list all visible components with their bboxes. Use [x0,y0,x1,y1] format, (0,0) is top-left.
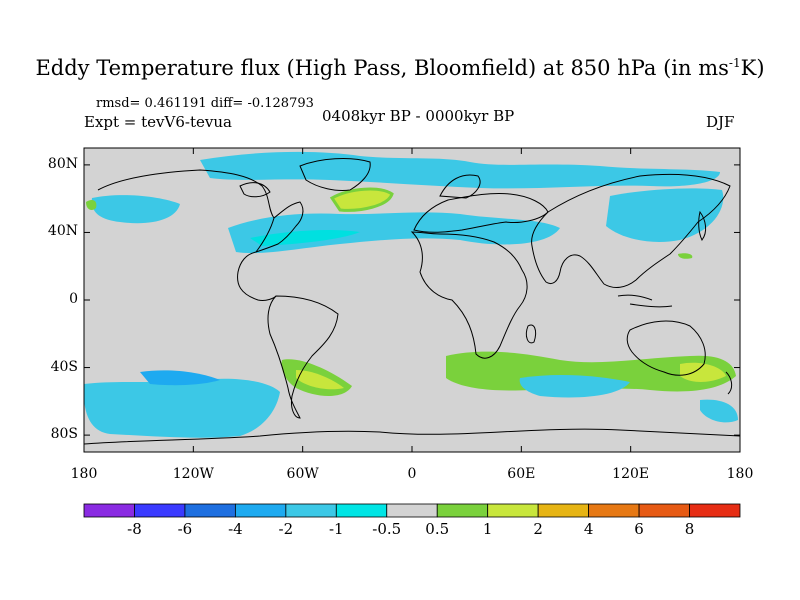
anomaly-region-south-pacific [84,378,280,438]
anomaly-region-china-sea [678,253,693,259]
colorbar-label: 6 [634,520,644,538]
y-tick-label: 0 [69,291,78,307]
colorbar-label: 1 [482,520,493,538]
coastline-japan [698,210,707,241]
coastline-madagascar [525,324,537,344]
coastline-greenland [299,158,371,191]
colorbar-swatch [638,503,690,518]
colorbar-swatch [588,503,640,518]
colorbar-label: 2 [533,520,543,538]
colorbar-label: -4 [228,520,243,538]
colorbar-label: -6 [177,520,193,538]
colorbar-swatch [436,503,489,518]
coastline-hudson [239,182,271,198]
colorbar-swatch [335,503,388,518]
anomaly-region-north-atlantic [228,212,560,254]
coastline-north-america [97,169,277,301]
y-tick-label: 80S [50,426,78,443]
x-tick-label: 60E [507,466,536,482]
coastlines [84,158,740,445]
colorbar-label: -2 [278,520,294,538]
colorbar-swatch [134,503,186,518]
y-tick-label: 80N [47,155,78,172]
colorbar-swatch [386,503,438,518]
colorbar-label: -1 [328,520,344,538]
colorbar-swatch [689,503,741,518]
coastline-scandinavia [439,174,481,199]
x-tick-label: 180 [70,466,98,482]
anomaly-region-southern-ocean [446,351,736,392]
anomaly-region-north-atlantic-core [250,230,360,246]
x-tick-label: 60W [286,466,319,482]
colorbar-swatch [234,503,287,518]
anomaly-region-west-pacific [91,195,180,224]
coastline-asia [531,174,731,288]
x-tick-label: 120W [172,466,214,482]
season-label: DJF [706,113,735,131]
anomaly-region-arctic [200,151,720,189]
anomaly-region-pacific-pos [86,200,97,210]
anomaly-layer [84,151,738,438]
x-tick-label: 120E [612,466,650,482]
x-tick-label: 0 [407,466,417,482]
anomaly-region-southern-ocean-core [680,362,726,382]
colorbar-swatch [285,503,337,518]
colorbar-swatch [487,503,539,518]
stats-label: rmsd= 0.461191 diff= -0.128793 [96,96,314,111]
period-label: 0408kyr BP - 0000kyr BP [322,107,515,125]
colorbar [83,503,741,518]
colorbar-label: 8 [684,520,695,538]
anomaly-region-south-pacific-core [140,370,220,386]
colorbar-swatch [184,503,236,518]
colorbar-label: 4 [583,520,594,538]
coastline-south-america [267,295,339,419]
y-tick-label: 40S [50,358,78,375]
coastline-antarctica [84,428,740,445]
x-tick-label: 180 [726,466,754,482]
colorbar-swatch [537,503,590,518]
coastline-africa [410,231,528,359]
coastline-indonesia [617,294,673,308]
colorbar-swatch [83,503,135,518]
y-tick-label: 40N [47,223,78,240]
colorbar-label: -0.5 [372,520,402,538]
experiment-label: Expt = tevV6-tevua [84,113,232,131]
chart-title: Eddy Temperature flux (High Pass, Bloomf… [35,56,765,80]
anomaly-region-north-pacific [606,188,724,243]
colorbar-label: -8 [127,520,142,538]
coastline-new-zealand [725,371,733,395]
axis-ticks [83,148,741,452]
anomaly-region-north-atlantic-pos [329,187,394,212]
anomaly-region-indian-south [519,375,630,398]
coastline-us-east [255,201,304,253]
anomaly-region-east-pacific [700,399,738,423]
coastline-australia [626,320,706,376]
anomaly-region-south-atlantic-core [296,370,344,390]
colorbar-label: 0.5 [425,520,450,538]
